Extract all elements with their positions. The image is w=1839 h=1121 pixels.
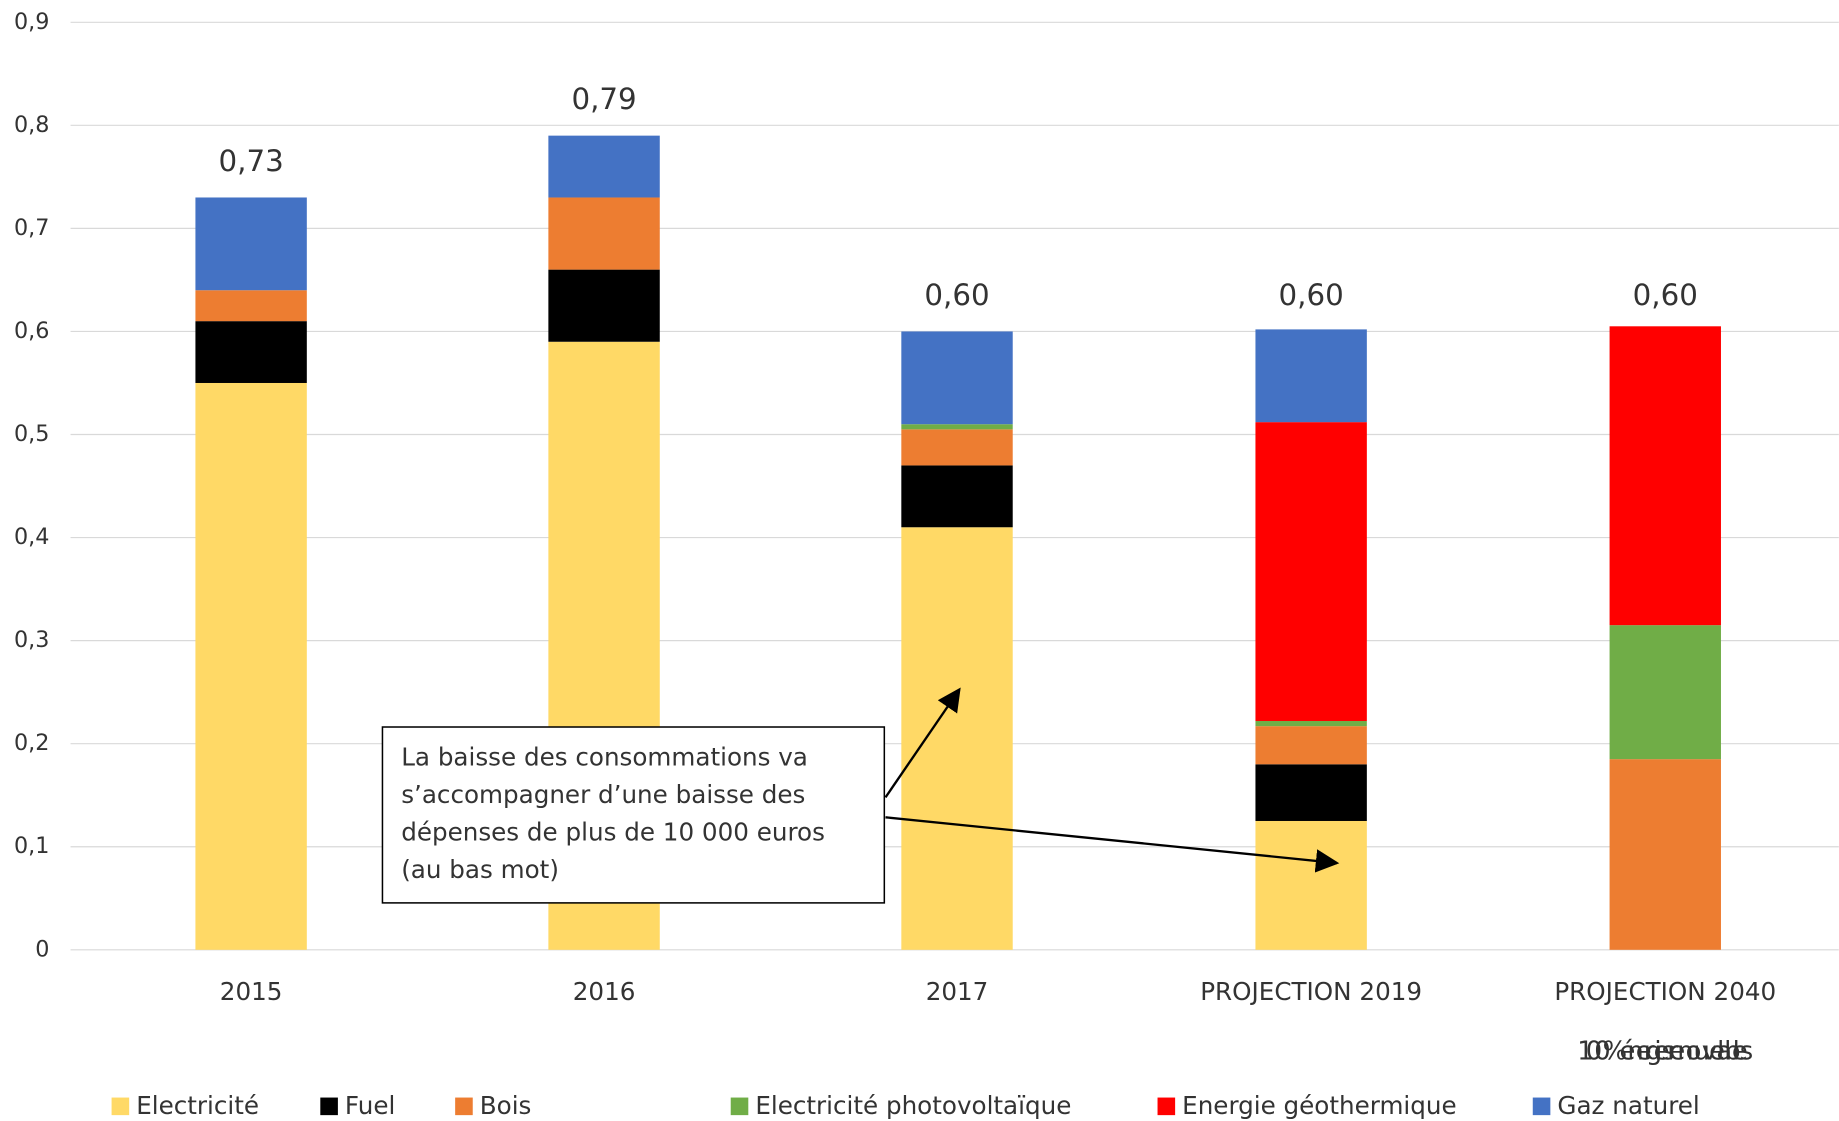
arrow xyxy=(884,687,961,799)
legend-swatch xyxy=(1532,1097,1551,1116)
x-tick-label: PROJECTION 2040 xyxy=(1554,977,1776,1006)
y-tick-label: 0,8 xyxy=(14,112,49,138)
value-label: 0,73 xyxy=(219,144,284,178)
bar-segment xyxy=(901,429,1013,466)
annotation-box xyxy=(381,726,886,904)
annotation-text: La baisse des consommations va xyxy=(401,743,808,772)
legend-swatch xyxy=(730,1097,749,1116)
annotation-text: s’accompagner d’une baisse des xyxy=(401,780,805,809)
y-tick-label: 0,7 xyxy=(14,215,49,241)
x-tick-label: PROJECTION 2019 xyxy=(1200,977,1422,1006)
bar-segment xyxy=(1609,326,1721,626)
legend-label: Bois xyxy=(480,1091,532,1120)
arrow xyxy=(885,816,1340,873)
category-note: 100% énergies renouvelables xyxy=(1577,1036,1753,1066)
bar-segment xyxy=(195,321,307,383)
value-label: 0,60 xyxy=(924,278,989,312)
value-label: 0,60 xyxy=(1633,278,1698,312)
legend-label: Fuel xyxy=(345,1091,395,1120)
legend-swatch xyxy=(320,1097,338,1116)
legend-label: Electricité xyxy=(136,1091,259,1120)
y-tick-label: 0,3 xyxy=(14,627,49,653)
bar-segment xyxy=(195,290,307,322)
legend-swatch xyxy=(1157,1097,1176,1116)
legend-swatch xyxy=(111,1097,130,1116)
x-tick-label: 2017 xyxy=(926,977,989,1006)
bar-segment xyxy=(548,197,660,270)
bar-segment xyxy=(548,269,660,342)
x-tick-label: 2015 xyxy=(220,977,283,1006)
bar-segment xyxy=(1609,759,1721,950)
legend-label: Electricité photovoltaïque xyxy=(755,1091,1071,1120)
y-tick-label: 0,1 xyxy=(14,833,49,859)
annotation-text: dépenses de plus de 10 000 euros xyxy=(401,818,825,847)
value-label: 0,79 xyxy=(571,82,636,116)
legend-swatch xyxy=(455,1097,473,1116)
legend-label: Gaz naturel xyxy=(1557,1091,1699,1120)
bar-segment xyxy=(195,382,307,950)
value-label: 0,60 xyxy=(1279,278,1344,312)
bar-segment xyxy=(901,527,1013,950)
bar-segment xyxy=(1255,820,1367,950)
y-tick-label: 0,4 xyxy=(14,524,49,550)
bar-segment xyxy=(1255,764,1367,821)
y-tick-label: 0,5 xyxy=(14,421,49,447)
annotation-text: (au bas mot) xyxy=(401,855,559,884)
bar-segment xyxy=(901,465,1013,528)
bar-segment xyxy=(901,331,1013,425)
bar-segment xyxy=(195,197,307,291)
y-tick-label: 0 xyxy=(35,936,49,962)
y-tick-label: 0,2 xyxy=(14,730,49,756)
y-tick-label: 0,9 xyxy=(14,9,49,35)
bar-segment xyxy=(901,424,1013,430)
bar-segment xyxy=(548,135,660,198)
y-tick-label: 0,6 xyxy=(14,318,49,344)
x-tick-label: 2016 xyxy=(573,977,636,1006)
bar-segment xyxy=(1255,721,1367,727)
bar-segment xyxy=(1255,726,1367,765)
bar-segment xyxy=(1255,422,1367,722)
legend-label: Energie géothermique xyxy=(1182,1091,1456,1120)
bar-segment xyxy=(1609,625,1721,760)
bar-segment xyxy=(1255,329,1367,423)
